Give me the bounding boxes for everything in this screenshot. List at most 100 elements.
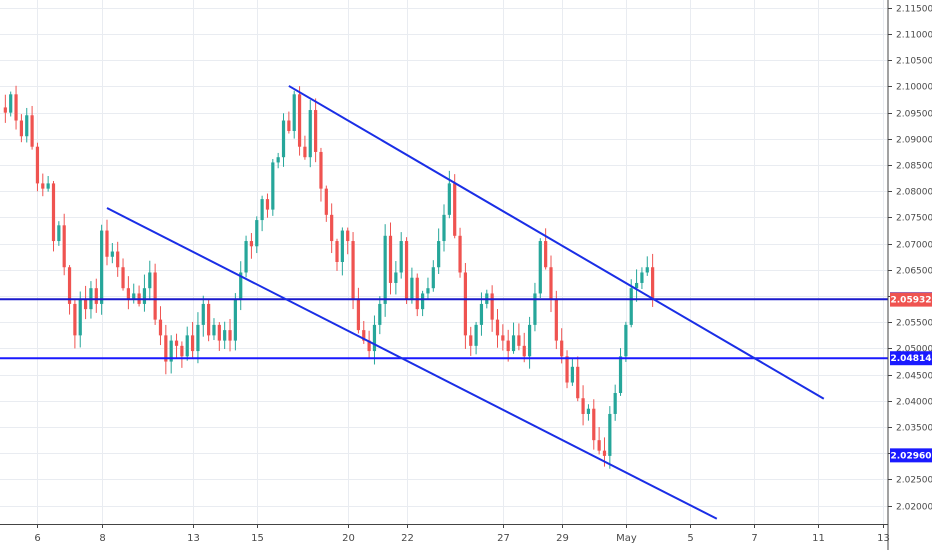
y-tick-label: 2.08000 <box>896 188 932 198</box>
candle-body <box>640 272 644 283</box>
candle-body <box>592 408 596 441</box>
candle-body <box>474 324 478 346</box>
candle-body <box>576 366 580 399</box>
trendline <box>288 85 825 400</box>
candle-body <box>613 393 617 414</box>
candle-body <box>495 319 500 336</box>
candle-body <box>303 146 307 158</box>
candle-body <box>271 162 275 210</box>
candle-body <box>19 120 24 137</box>
y-tick-label: 2.10000 <box>896 83 932 93</box>
candle-body <box>164 335 168 362</box>
x-tick-label: 22 <box>401 533 414 544</box>
candle-body <box>549 267 553 299</box>
candle-body <box>383 235 387 304</box>
candle-body <box>276 157 280 163</box>
price-badge-label: 2.04814 <box>891 354 932 364</box>
price-badge <box>890 292 932 307</box>
candle-body <box>132 293 136 299</box>
candle-body <box>57 225 61 242</box>
candle-body <box>538 241 542 294</box>
candle-body <box>217 324 221 341</box>
price-badge-label: 2.05932 <box>891 296 932 306</box>
y-tick-label: 2.04500 <box>896 372 932 382</box>
candle-body <box>67 267 72 304</box>
candle-body <box>527 324 532 357</box>
candle-body <box>506 340 510 352</box>
candle-body <box>41 183 45 189</box>
y-tick-label: 2.11000 <box>896 31 932 41</box>
candle-body <box>570 366 574 383</box>
candle-body <box>281 120 286 158</box>
candle-body <box>244 241 248 273</box>
candles <box>3 85 655 469</box>
candle-body <box>174 340 179 346</box>
candle-body <box>169 340 173 362</box>
candle-body <box>148 272 152 289</box>
candle-body <box>207 303 211 336</box>
candle-body <box>410 277 414 299</box>
candle-body <box>249 241 254 247</box>
grid <box>0 0 888 524</box>
candle-body <box>319 151 323 189</box>
candle-body <box>388 235 393 283</box>
candle-body <box>394 272 398 283</box>
candle-body <box>404 241 409 299</box>
y-tick-label: 2.04000 <box>896 398 932 408</box>
y-tick-label: 2.06500 <box>896 267 932 277</box>
candle-body <box>340 230 344 262</box>
candle-body <box>560 340 564 357</box>
candle-body <box>420 293 425 310</box>
candle-body <box>228 330 232 341</box>
candle-body <box>153 272 157 320</box>
x-tick-label: 15 <box>251 533 264 544</box>
candle-body <box>356 298 361 331</box>
candle-body <box>586 408 591 414</box>
candle-body <box>105 230 109 257</box>
candle-body <box>116 251 120 268</box>
candle-body <box>190 335 195 352</box>
y-tick-label: 2.09000 <box>896 136 932 146</box>
candle-body <box>260 199 264 221</box>
y-tick-label: 2.11500 <box>896 5 932 15</box>
candle-body <box>201 303 205 325</box>
candle-body <box>479 303 484 325</box>
horizontal-lines <box>0 298 888 360</box>
candle-body <box>372 324 377 352</box>
candle-body <box>645 267 649 273</box>
x-tick-label: 27 <box>497 533 510 544</box>
candle-body <box>185 335 189 357</box>
candle-body <box>367 340 371 352</box>
candle-body <box>533 293 537 325</box>
candle-body <box>522 345 526 357</box>
candle-body <box>25 115 29 137</box>
candle-body <box>437 241 441 268</box>
candle-body <box>35 146 40 184</box>
candle-body <box>51 183 56 242</box>
x-tick-label: 5 <box>687 533 693 544</box>
candle-body <box>308 110 312 158</box>
candle-body <box>544 241 548 268</box>
x-tick-label: 6 <box>34 533 40 544</box>
candle-body <box>608 413 612 456</box>
candle-body <box>223 330 227 341</box>
candle-body <box>233 298 237 341</box>
y-tick-label: 2.08500 <box>896 162 932 172</box>
candle-body <box>292 94 296 131</box>
candle-body <box>110 251 114 257</box>
candle-body <box>581 398 585 414</box>
x-axis-ticks: 6 8 13 15 20 22 27 29 May 5 7 11 13 <box>34 524 890 544</box>
candle-body <box>415 277 419 310</box>
price-badge-label: 2.02960 <box>891 451 932 461</box>
candle-body <box>142 288 147 304</box>
candle-body <box>399 241 403 273</box>
candle-body <box>3 107 7 113</box>
candle-body <box>602 450 607 456</box>
candle-body <box>46 183 50 189</box>
candle-body <box>196 324 200 352</box>
candle-body <box>517 335 521 346</box>
candle-body <box>629 288 633 325</box>
candle-body <box>335 241 339 262</box>
candle-body <box>265 199 270 210</box>
candle-body <box>351 241 355 299</box>
